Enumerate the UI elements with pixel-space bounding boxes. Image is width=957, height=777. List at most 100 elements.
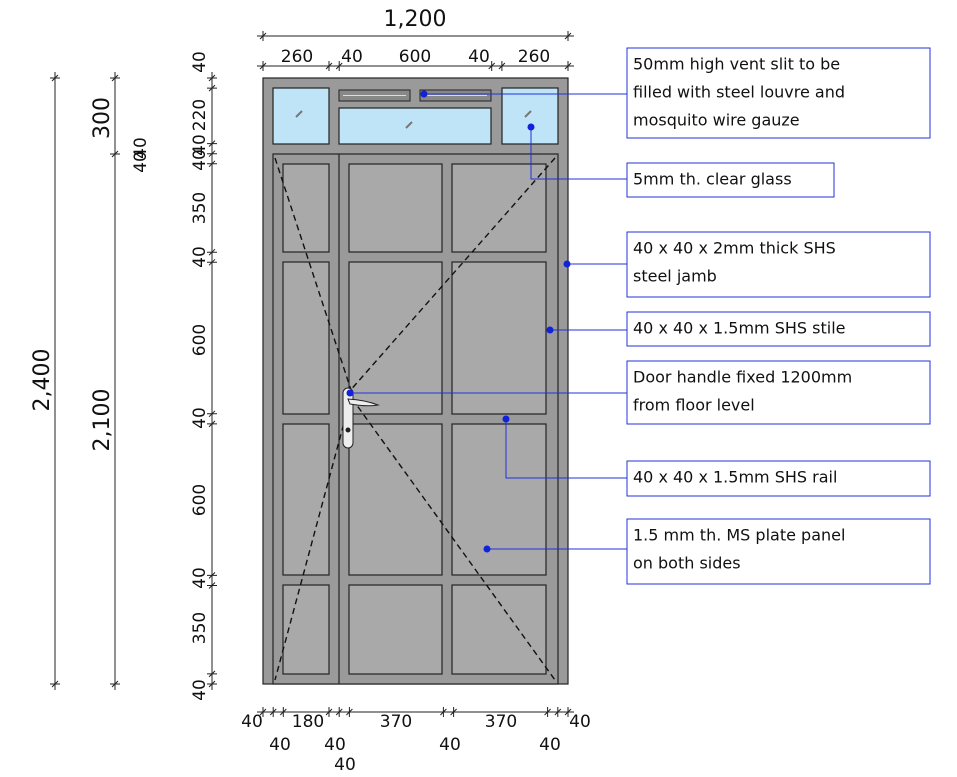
- glass-left: [272, 87, 330, 145]
- dim-label: 260: [281, 47, 313, 67]
- dim-tick: [268, 707, 279, 717]
- dim-tick: [448, 707, 459, 717]
- dim-tick: [258, 61, 268, 71]
- dim-label: 600: [399, 47, 431, 67]
- dim-tick: [207, 418, 217, 429]
- dim-tick: [207, 408, 217, 419]
- dim-label: 600: [190, 484, 210, 516]
- dim-label: 40: [190, 567, 210, 589]
- dim-tick: [563, 61, 573, 71]
- callout-box: [626, 47, 931, 139]
- dim-tick: [563, 707, 573, 717]
- panel: [451, 584, 547, 675]
- dim-tick: [334, 61, 345, 71]
- glass-center: [338, 107, 492, 145]
- dim-label: 1,200: [384, 7, 447, 32]
- dim-label: 180: [292, 712, 324, 732]
- glass-mark: [295, 110, 532, 129]
- dim-label: 40: [439, 735, 461, 755]
- dim-tick: [324, 707, 334, 717]
- dim-label: 40: [190, 134, 210, 156]
- dim-tick: [324, 61, 334, 71]
- dim-tick: [207, 668, 217, 679]
- dim-tick: [207, 73, 217, 83]
- dim-label: 40: [131, 151, 151, 173]
- dim-label: 40: [241, 712, 263, 732]
- leader-dot: [483, 545, 491, 553]
- dim-tick: [258, 31, 268, 41]
- dim-tick: [334, 707, 345, 717]
- dim-label: 40: [190, 407, 210, 429]
- dim-label: 40: [190, 51, 210, 73]
- callout-text: 1.5 mm th. MS plate panel: [633, 526, 845, 545]
- dim-tick: [207, 679, 217, 689]
- leader-line: [530, 127, 627, 180]
- panel: [282, 163, 330, 253]
- leader-dot: [420, 90, 428, 98]
- dim-label: 40: [324, 735, 346, 755]
- dim-tick: [496, 61, 507, 71]
- dim-label: 40: [131, 137, 151, 159]
- dim-label: 40: [341, 47, 363, 67]
- dim-label: 220: [190, 99, 210, 131]
- dim-tick: [207, 148, 217, 159]
- dim-tick: [542, 707, 553, 717]
- panel: [348, 261, 443, 415]
- dim-tick: [207, 158, 217, 169]
- panels: [282, 163, 547, 675]
- callout-text: 5mm th. clear glass: [633, 170, 792, 189]
- leader-dot: [546, 326, 554, 334]
- dim-label: 40: [190, 679, 210, 701]
- callout-text: 40 x 40 x 1.5mm SHS stile: [633, 319, 845, 338]
- keyhole: [345, 427, 351, 433]
- dim-tick: [207, 83, 217, 94]
- panel: [451, 423, 547, 576]
- dim-tick: [110, 679, 120, 689]
- callout-text: filled with steel louvre and: [633, 83, 845, 102]
- dim-tick: [278, 707, 289, 717]
- callout-text: from floor level: [633, 396, 755, 415]
- dim-tick: [207, 580, 217, 591]
- dim-tick: [207, 257, 217, 268]
- dim-label: 40: [190, 149, 210, 171]
- dim-tick: [563, 31, 573, 41]
- dim-label: 40: [468, 47, 490, 67]
- callout-text: 40 x 40 x 2mm thick SHS: [633, 239, 836, 258]
- leader-dot: [346, 389, 354, 397]
- callout-text: on both sides: [633, 554, 741, 573]
- leader-line: [505, 419, 627, 479]
- callout-box: [626, 518, 931, 585]
- dim-label: 600: [190, 324, 210, 356]
- callout-text: Door handle fixed 1200mm: [633, 368, 852, 387]
- callout-box: [626, 231, 931, 298]
- glass-right: [501, 87, 559, 145]
- dim-label: 40: [334, 755, 356, 775]
- dim-label: 350: [190, 612, 210, 644]
- dim-label: 370: [380, 712, 412, 732]
- panel: [348, 423, 443, 576]
- dim-label: 40: [269, 735, 291, 755]
- dim-tick: [552, 707, 563, 717]
- dim-tick: [438, 707, 449, 717]
- callout-text: steel jamb: [633, 267, 717, 286]
- dim-tick: [50, 73, 60, 83]
- dim-label: 350: [190, 192, 210, 224]
- dim-label: 40: [569, 712, 591, 732]
- dim-label: 300: [90, 97, 115, 139]
- dim-tick: [207, 247, 217, 258]
- dim-label: 40: [539, 735, 561, 755]
- callout-text: mosquito wire gauze: [633, 111, 800, 130]
- callout-box: [626, 311, 931, 347]
- dim-label: 260: [518, 47, 550, 67]
- panel: [282, 423, 330, 576]
- dim-tick: [207, 138, 217, 149]
- dim-tick: [110, 73, 120, 83]
- panel: [348, 163, 443, 253]
- panel: [451, 163, 547, 253]
- callout-text: 40 x 40 x 1.5mm SHS rail: [633, 468, 837, 487]
- dim-label: 370: [485, 712, 517, 732]
- dim-tick: [50, 679, 60, 689]
- callout-box: [626, 360, 931, 425]
- callout-text: 50mm high vent slit to be: [633, 55, 840, 74]
